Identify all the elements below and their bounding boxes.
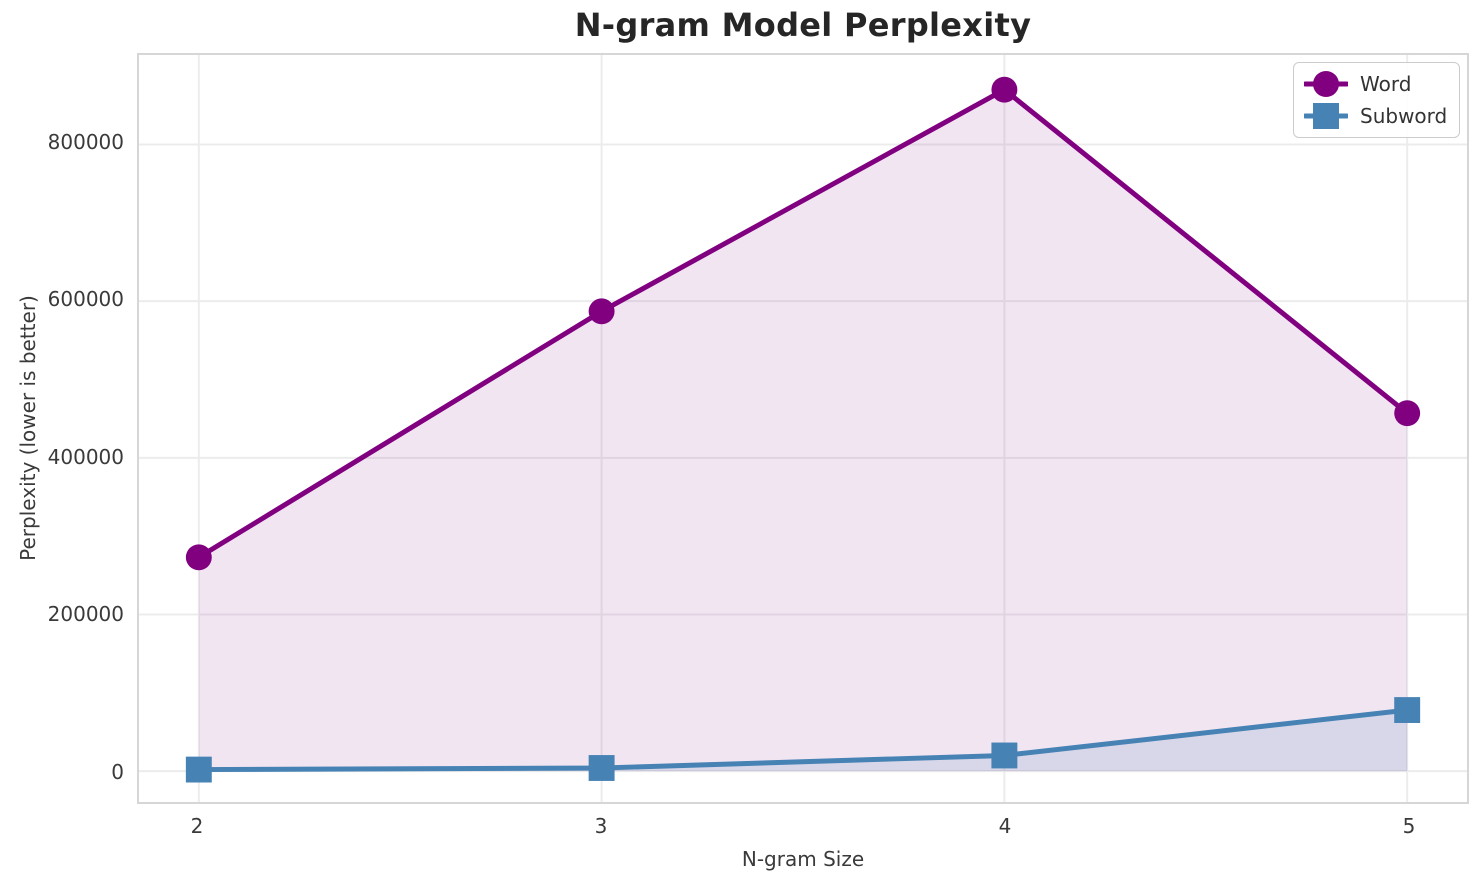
word-line (196, 87, 1410, 560)
y-tick-label: 200000 (47, 602, 124, 627)
subword-marker (991, 742, 1018, 769)
legend-label-subword: Subword (1360, 104, 1448, 128)
chart-title: N-gram Model Perplexity (574, 6, 1032, 44)
x-tick-label: 4 (998, 814, 1012, 838)
y-tick-label: 400000 (47, 445, 124, 470)
y-tick-label: 0 (111, 760, 124, 785)
x-tick-label: 5 (1402, 814, 1416, 838)
x-tick-label: 3 (594, 814, 608, 838)
word-marker (1394, 400, 1421, 427)
word-marker (185, 544, 212, 571)
plot-area (137, 53, 1469, 804)
y-axis-label: Perplexity (lower is better) (16, 295, 40, 561)
y-tick-label: 800000 (47, 130, 124, 155)
subword-line (196, 707, 1410, 773)
x-axis-label: N-gram Size (741, 847, 865, 871)
word-area-fill (198, 89, 1408, 772)
subword-marker (588, 755, 615, 781)
subword-marker (1394, 697, 1421, 723)
legend-item-word: Word (1304, 70, 1447, 98)
legend-label-word: Word (1360, 72, 1412, 96)
y-tick-label: 600000 (47, 287, 124, 312)
x-tick-label: 2 (190, 814, 204, 838)
word-marker (991, 76, 1018, 103)
subword-area-fill (198, 710, 1408, 772)
word-line-circle-icon (1304, 71, 1348, 97)
legend: Word Subword (1293, 62, 1461, 138)
legend-item-subword: Subword (1304, 102, 1447, 130)
chart-canvas (139, 55, 1467, 802)
subword-line-square-icon (1304, 103, 1348, 129)
subword-marker (185, 756, 212, 783)
word-marker (588, 298, 615, 325)
